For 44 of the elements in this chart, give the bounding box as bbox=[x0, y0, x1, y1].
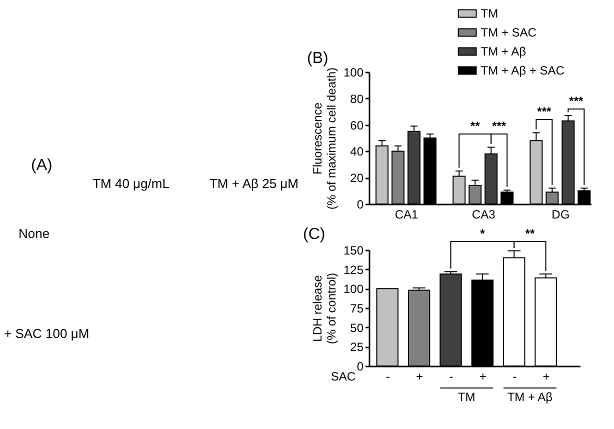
text: TM + Aβ 25 μM bbox=[209, 176, 299, 191]
y-tick-label: 50 bbox=[350, 320, 364, 335]
y-tick-label: 150 bbox=[343, 244, 364, 258]
y-tick-label: 40 bbox=[350, 144, 364, 159]
annotation: *** bbox=[537, 104, 552, 119]
y-tick-label: 60 bbox=[350, 118, 364, 132]
y-tick-label: 80 bbox=[350, 92, 364, 106]
text: (A) bbox=[31, 157, 52, 174]
x-tick-label: - bbox=[449, 370, 454, 384]
text: * bbox=[480, 226, 486, 240]
legend-label: TM + Aβ bbox=[480, 44, 526, 58]
text: None bbox=[18, 226, 50, 241]
y-tick-label: 100 bbox=[343, 282, 364, 296]
annotation: ** bbox=[525, 226, 535, 240]
y-axis-title: Fluorescence (% of maximum cell death) bbox=[310, 67, 338, 210]
x-tick-label: DG bbox=[552, 208, 570, 222]
x-tick-label: - bbox=[512, 370, 517, 384]
y-tick-label: 0 bbox=[356, 198, 364, 212]
x-axis-title: SAC bbox=[330, 370, 356, 384]
y-tick-label: 75 bbox=[350, 302, 364, 316]
x-tick-label: + bbox=[416, 370, 424, 384]
x-tick-label: + bbox=[479, 370, 486, 384]
annotation: ** bbox=[470, 119, 480, 134]
y-tick-label: 25 bbox=[350, 340, 364, 354]
text: TM + Aβ bbox=[507, 390, 553, 404]
y-tick-label: 20 bbox=[350, 171, 364, 186]
y-axis-title: LDH release (% of control) bbox=[310, 272, 338, 344]
y-tick-label: 125 bbox=[343, 262, 364, 277]
legend-label: TM + Aβ + SAC bbox=[480, 64, 565, 78]
chart-title: (B) bbox=[307, 50, 328, 67]
legend-label: TM bbox=[480, 6, 498, 20]
text: + SAC 100 μM bbox=[4, 326, 90, 341]
x-tick-label: - bbox=[386, 370, 390, 384]
legend-label: TM + SAC bbox=[480, 26, 537, 40]
y-tick-label: 100 bbox=[343, 66, 364, 80]
annotation: *** bbox=[492, 119, 506, 134]
chart-title: (C) bbox=[303, 226, 326, 243]
text: TM 40 μg/mL bbox=[92, 176, 170, 191]
y-tick-label: 0 bbox=[356, 360, 364, 374]
x-tick-label: + bbox=[542, 370, 550, 384]
x-tick-label: CA3 bbox=[472, 208, 496, 222]
annotation: *** bbox=[569, 94, 584, 108]
x-tick-label: CA1 bbox=[394, 208, 418, 222]
text: TM bbox=[458, 390, 476, 404]
